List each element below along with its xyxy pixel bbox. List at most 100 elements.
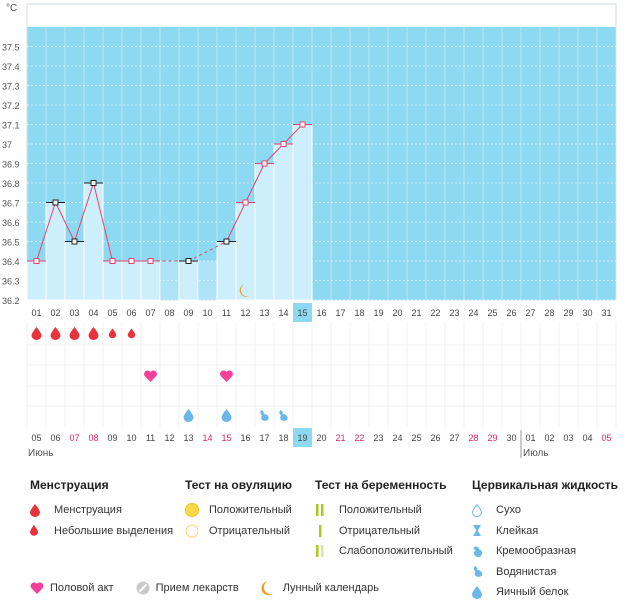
light-drop-icon	[30, 524, 48, 538]
moon-icon	[261, 581, 273, 596]
temperature-point[interactable]	[280, 141, 287, 147]
legend-ovulation-test: Тест на овуляцию Положительный Отрицател…	[185, 478, 292, 541]
legend-title: Цервикальная жидкость	[472, 478, 619, 492]
y-tick-label: 36.6	[2, 218, 20, 228]
legend-menstruation: Менструация Менструация Небольшие выделе…	[30, 478, 173, 541]
legend-item-label: Лунный календарь	[282, 582, 379, 594]
legend-item-label: Прием лекарств	[155, 582, 239, 594]
legend-title: Менструация	[30, 478, 109, 492]
cycle-day-label: 05	[107, 308, 117, 318]
legend-item-label: Положительный	[339, 504, 422, 517]
y-tick-label: 37.4	[2, 62, 20, 72]
temperature-bar	[140, 260, 161, 301]
legend-item: Яичный белок	[472, 582, 618, 603]
date-label: 02	[544, 433, 554, 443]
temperature-point[interactable]	[242, 199, 249, 206]
cycle-day-label: 09	[183, 308, 193, 318]
temperature-point[interactable]	[185, 258, 192, 264]
date-label: 21	[335, 433, 345, 443]
temperature-line	[74, 182, 94, 242]
legend-item-label: Слабоположительный	[339, 545, 453, 558]
legend-item: Небольшие выделения	[30, 521, 173, 542]
date-label: 13	[183, 433, 193, 443]
y-tick-label: 36.7	[2, 199, 20, 209]
legend-item-label: Клейкая	[496, 524, 539, 537]
heart-icon	[220, 370, 233, 382]
positive-circle-icon	[185, 503, 203, 518]
y-tick-label: 36.5	[2, 238, 20, 248]
cycle-day-label: 29	[563, 308, 573, 318]
watery-icon	[279, 410, 288, 421]
legend-bottom: Половой акт Прием лекарств Лунный календ…	[30, 580, 401, 596]
temperature-line	[188, 241, 227, 262]
cycle-day-label: 04	[88, 308, 98, 318]
legend-title: Тест на овуляцию	[185, 478, 292, 492]
cycle-day-label: 07	[145, 308, 155, 318]
temperature-line	[55, 202, 75, 242]
temperature-point[interactable]	[33, 258, 40, 264]
watery-icon	[260, 410, 269, 421]
temperature-point[interactable]	[109, 258, 116, 264]
y-tick-label: 36.9	[2, 160, 20, 170]
cycle-day-label: 19	[373, 308, 383, 318]
temperature-point[interactable]	[223, 238, 230, 245]
cycle-day-label: 21	[411, 308, 421, 318]
legend-item-label: Кремообразная	[496, 545, 577, 558]
legend-item: Водянистая	[472, 562, 618, 583]
legend-item-label: Положительный	[209, 504, 292, 517]
date-label: 04	[582, 433, 592, 443]
date-label: 25	[411, 433, 421, 443]
cycle-day-label: 28	[544, 308, 554, 318]
egg-white-icon	[221, 409, 232, 422]
y-tick-label: 36.3	[2, 277, 20, 287]
drop-shape	[69, 327, 80, 340]
light-drop-icon	[127, 328, 136, 339]
cycle-day-label: 12	[240, 308, 250, 318]
temperature-point[interactable]	[90, 180, 97, 186]
cycle-day-label: 16	[316, 308, 326, 318]
temperature-bar	[160, 261, 179, 300]
cycle-day-label: 14	[278, 308, 288, 318]
y-tick-label: 37.2	[2, 101, 20, 111]
month-label: Июль	[523, 448, 549, 459]
fluid-shape	[279, 410, 288, 421]
date-label: 27	[449, 433, 459, 443]
date-label: 23	[373, 433, 383, 443]
legend-pregnancy-test: Тест на беременность Положительный Отриц…	[315, 478, 453, 562]
temperature-bar	[292, 124, 313, 301]
temperature-point[interactable]	[147, 258, 154, 264]
cycle-day-label: 18	[354, 308, 364, 318]
temperature-line	[283, 124, 303, 145]
temperature-line	[36, 202, 56, 262]
temperature-point[interactable]	[52, 199, 59, 206]
legend-item: Половой акт	[30, 582, 114, 594]
legend-item-label: Яичный белок	[496, 586, 569, 599]
drop-shape	[127, 328, 136, 339]
temperature-point[interactable]	[71, 238, 78, 245]
temperature-line	[226, 202, 246, 242]
cycle-day-label: 30	[582, 308, 592, 318]
two-lines-icon	[315, 503, 333, 517]
legend-title: Тест на беременность	[315, 478, 447, 492]
temperature-point[interactable]	[299, 121, 306, 128]
y-tick-label: 37.1	[2, 121, 20, 131]
legend-item-label: Сухо	[496, 504, 521, 517]
cycle-day-label: 26	[506, 308, 516, 318]
y-tick-label: 36.8	[2, 179, 20, 189]
temperature-point[interactable]	[261, 160, 268, 167]
date-label: 28	[468, 433, 478, 443]
temperature-line	[264, 143, 284, 164]
temperature-bar	[121, 260, 142, 301]
plot-background	[27, 27, 616, 300]
date-label: 12	[164, 433, 174, 443]
legend-item: Менструация	[30, 500, 173, 521]
legend-item-label: Небольшие выделения	[54, 524, 174, 537]
temperature-bar	[216, 241, 237, 301]
drop-shape	[50, 327, 61, 340]
temperature-bar	[83, 182, 104, 301]
temperature-point[interactable]	[128, 258, 135, 264]
legend-item: Положительный	[185, 500, 292, 521]
heart-shape	[220, 370, 233, 382]
date-label: 03	[563, 433, 573, 443]
date-label: 07	[69, 433, 79, 443]
